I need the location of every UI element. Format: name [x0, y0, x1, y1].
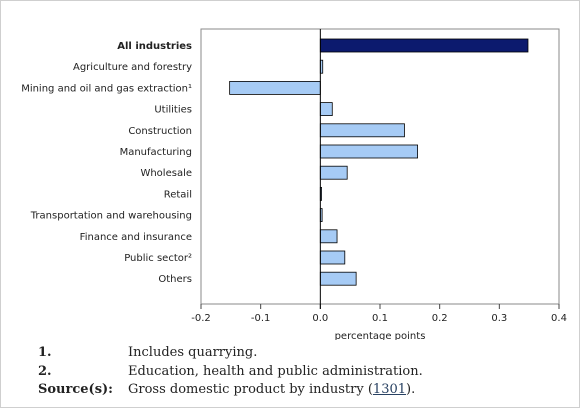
- footnote-2-marker: 2.: [38, 363, 52, 379]
- category-label-11: Others: [158, 274, 192, 285]
- bar-2: [229, 81, 321, 95]
- footnote-2: 2. Education, health and public administ…: [38, 363, 423, 382]
- footnote-1: 1. Includes quarrying.: [38, 344, 423, 363]
- x-axis-ticks: -0.2 -0.1 0.0 0.1 0.2 0.3 0.4: [191, 304, 567, 324]
- source-text-after: ).: [406, 382, 416, 397]
- category-label-0: All industries: [117, 41, 192, 52]
- bar-0: [319, 38, 529, 53]
- chart-notes: 1. Includes quarrying. 2. Education, hea…: [38, 344, 423, 400]
- bar-3: [319, 102, 333, 116]
- bar-6: [319, 165, 348, 180]
- x-tick-label-0: -0.2: [191, 313, 211, 324]
- bar-chart: All industries Agriculture and forestry Mi…: [21, 28, 567, 340]
- category-label-10: Public sector²: [124, 253, 192, 264]
- source-text-before: Gross domestic product by industry (: [128, 382, 373, 397]
- plot-area: [200, 28, 560, 305]
- category-label-4: Construction: [128, 126, 192, 137]
- bar-5: [319, 144, 418, 159]
- footnote-2-text: Education, health and public administrat…: [128, 363, 423, 379]
- bar-11: [319, 271, 357, 286]
- category-label-2: Mining and oil and gas extraction¹: [21, 83, 192, 94]
- footnote-1-text: Includes quarrying.: [128, 345, 258, 360]
- x-tick-label-2: 0.0: [312, 313, 328, 324]
- category-label-8: Transportation and warehousing: [30, 211, 192, 222]
- category-labels: All industries Agriculture and forestry Mi…: [21, 41, 192, 285]
- bar-10: [319, 250, 346, 265]
- x-tick-label-4: 0.2: [432, 313, 448, 324]
- source-text: Gross domestic product by industry (1301…: [128, 381, 415, 400]
- category-label-1: Agriculture and forestry: [73, 62, 192, 73]
- source-marker: Source(s):: [38, 382, 113, 397]
- source-table-link[interactable]: 1301: [372, 382, 407, 397]
- category-label-6: Wholesale: [140, 168, 192, 179]
- x-tick-label-6: 0.4: [551, 313, 567, 324]
- category-label-5: Manufacturing: [120, 147, 192, 158]
- footnote-1-marker: 1.: [38, 345, 52, 360]
- category-label-3: Utilities: [154, 105, 192, 116]
- x-tick-label-3: 0.1: [372, 313, 388, 324]
- category-label-7: Retail: [164, 189, 192, 200]
- category-label-9: Finance and insurance: [80, 232, 192, 243]
- x-tick-label-5: 0.3: [491, 313, 507, 324]
- source-line: Source(s): Gross domestic product by ind…: [38, 381, 423, 400]
- bar-4: [319, 123, 405, 138]
- bar-9: [319, 229, 338, 244]
- x-axis-label: percentage points: [335, 331, 426, 340]
- x-tick-label-1: -0.1: [251, 313, 271, 324]
